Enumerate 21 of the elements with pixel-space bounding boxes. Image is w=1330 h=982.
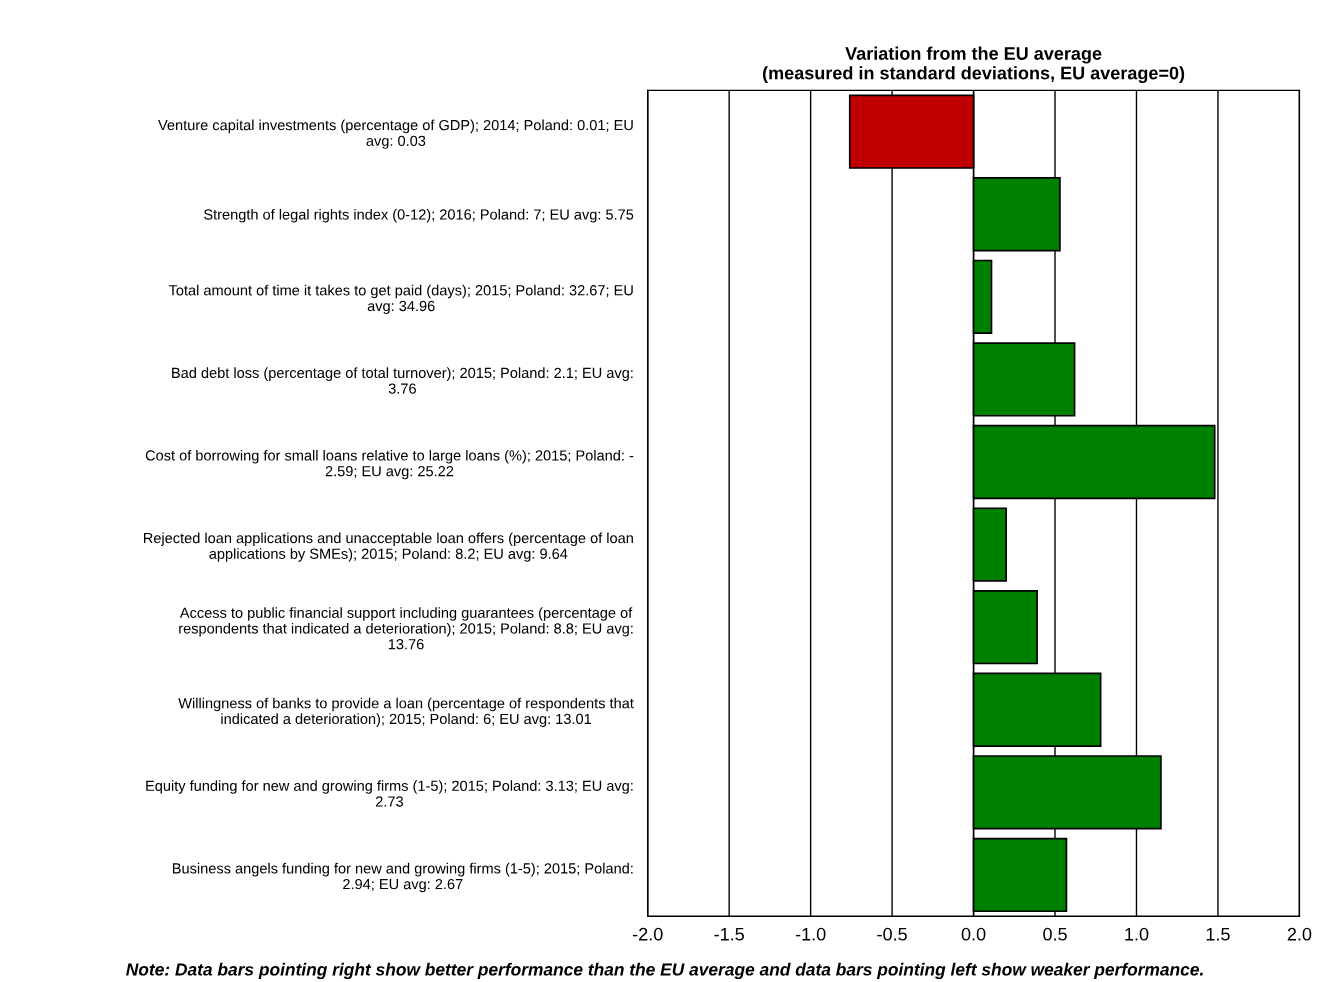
y-tick-label: Venture capital investments (percentage of GDP); 2014; Poland: 0.01; EU avg: 0.03 (158, 119, 633, 149)
x-tick-label: -2.0 (632, 927, 663, 941)
x-tick-label: 2.0 (1287, 927, 1312, 941)
y-tick-label: Equity funding for new and growing firms (1-5); 2015; Poland: 3.13; EU avg: 2.73 (146, 780, 633, 807)
text: Note: Data bars pointing right show better performance than the EU average and data bars pointing left show weaker performance. (126, 962, 1203, 980)
y-tick-label: Willingness of banks to provide a loan (percentage of respondents that indicated a deterioration); 2015; Poland: 6; EU avg: 13.01 (178, 697, 634, 727)
x-tick-label: 0.5 (1043, 927, 1067, 941)
y-tick-label: Access to public financial support including guarantees (percentage of respondents that indicated a deterioration); 2015; Poland: 8.8; EU avg: 13.76 (179, 607, 633, 650)
x-tick-label: -1.5 (714, 927, 744, 941)
x-tick-label: 1.5 (1206, 927, 1230, 941)
x-tick-label: 1.0 (1125, 927, 1149, 941)
chart-title: Variation from the EU average (measured in standard deviations, EU average=0) (763, 46, 1185, 84)
x-tick-label: -0.5 (877, 927, 907, 941)
y-tick-label: Business angels funding for new and growing firms (1-5); 2015; Poland: 2.94; EU avg: 2.67 (172, 862, 633, 893)
y-tick-label: Strength of legal rights index (0-12); 2016; Poland: 7; EU avg: 5.75 (204, 208, 634, 223)
y-tick-label: Cost of borrowing for small loans relative to large loans (%); 2015; Poland: - 2.59; EU avg: 25.22 (145, 449, 634, 480)
y-tick-label: Rejected loan applications and unacceptable loan offers (percentage of loan applications by SMEs); 2015; Poland: 8.2; EU avg: 9.64 (144, 532, 633, 562)
y-tick-label: Total amount of time it takes to get paid (days); 2015; Poland: 32.67; EU avg: 34.96 (168, 284, 633, 315)
y-tick-label: Bad debt loss (percentage of total turnover); 2015; Poland: 2.1; EU avg: 3.76 (172, 367, 633, 394)
x-tick-label: 0.0 (961, 927, 986, 941)
x-tick-label: -1.0 (795, 927, 826, 941)
